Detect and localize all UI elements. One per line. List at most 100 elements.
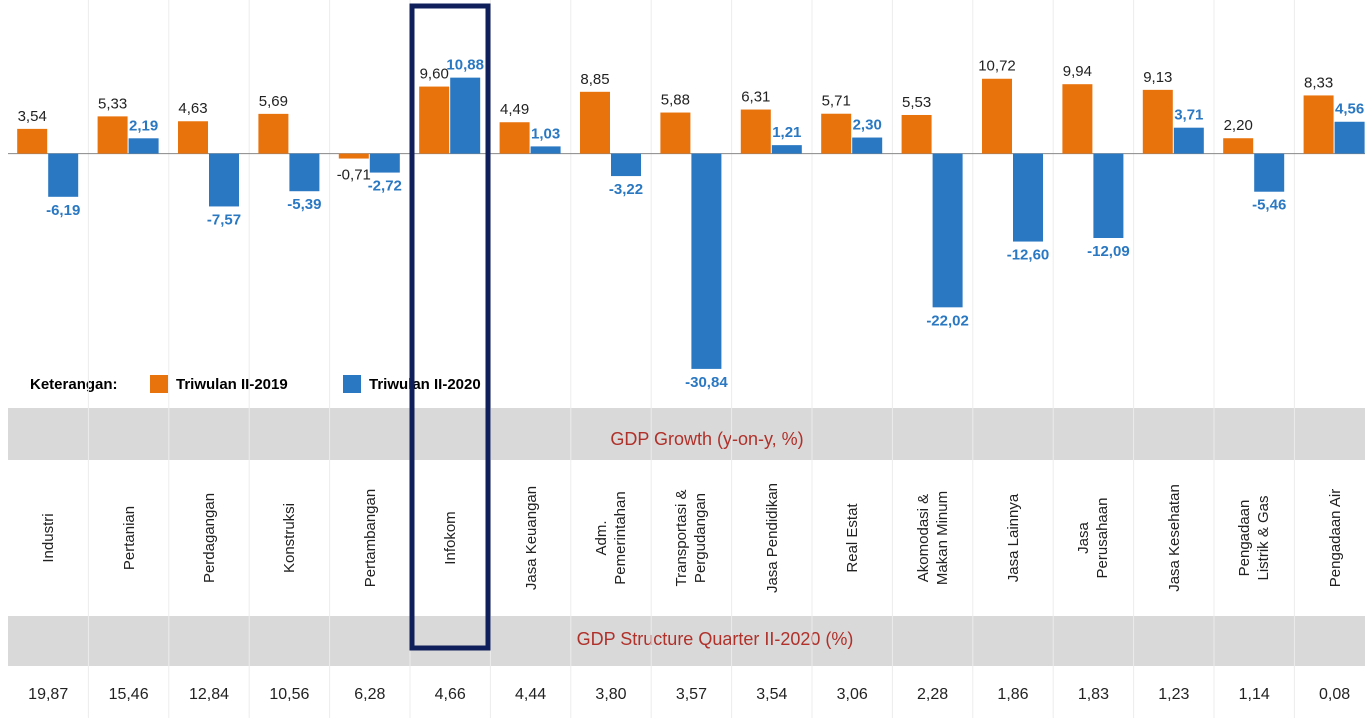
bar [450, 77, 481, 154]
data-label: -5,46 [1252, 197, 1286, 214]
structure-value: 0,08 [1319, 686, 1350, 703]
structure-value: 1,23 [1158, 686, 1189, 703]
bar [209, 153, 239, 207]
bar [660, 112, 691, 154]
bar [982, 78, 1012, 154]
data-label: 3,71 [1174, 107, 1203, 124]
legend-title: Keterangan: [30, 376, 118, 393]
bar [419, 86, 450, 154]
data-label: 5,33 [98, 95, 127, 112]
legend-label: Triwulan II-2019 [176, 376, 288, 393]
bar [1334, 121, 1365, 154]
data-label: 8,85 [580, 71, 609, 88]
data-label: -5,39 [287, 196, 321, 213]
bar [691, 153, 722, 369]
data-label: 9,94 [1063, 63, 1092, 80]
bar [901, 114, 932, 154]
bar [1142, 89, 1173, 154]
bar [1223, 138, 1254, 154]
data-label: 9,60 [420, 66, 449, 83]
category-label: Real Estat [843, 503, 861, 573]
bar [1254, 153, 1285, 192]
data-label: -22,02 [926, 312, 969, 329]
data-label: 8,33 [1304, 74, 1333, 91]
structure-value: 4,66 [435, 686, 466, 703]
bar [932, 153, 963, 308]
data-label: 4,63 [178, 100, 207, 117]
data-label: -12,60 [1007, 247, 1050, 264]
category-label: Pengadaan Air [1326, 488, 1344, 588]
bar [1013, 153, 1043, 242]
bar [258, 113, 289, 154]
bar [289, 153, 320, 192]
bar [48, 153, 79, 197]
category-label: Infokom [441, 511, 459, 565]
structure-value: 19,87 [28, 686, 68, 703]
structure-value: 3,57 [676, 686, 707, 703]
bar [1093, 153, 1124, 238]
category-label: Jasa Lainnya [1004, 493, 1022, 583]
structure-value: 1,14 [1239, 686, 1270, 703]
bar [128, 138, 159, 154]
structure-value: 1,83 [1078, 686, 1109, 703]
category-label: Transportasi & Pergudangan [673, 489, 710, 587]
category-label: Adm. Pemerintahan [593, 491, 629, 585]
growth-band [8, 408, 1365, 460]
structure-value: 3,54 [756, 686, 787, 703]
category-label: Pengadaan Listrik & Gas [1236, 495, 1273, 581]
category-label: Pertambangan [361, 488, 379, 588]
structure-value: 4,44 [515, 686, 546, 703]
growth-label: GDP Growth (y-on-y, %) [610, 429, 803, 449]
structure-value: 3,06 [837, 686, 868, 703]
highlight-box [409, 3, 491, 651]
category-label: Jasa Kesehatan [1165, 484, 1183, 592]
data-label: 2,30 [853, 117, 882, 134]
category-label: Akomodasi & Makan Minum [914, 490, 951, 586]
bar [178, 121, 208, 154]
data-label: -2,72 [368, 178, 402, 195]
bar [852, 137, 883, 154]
legend-label: Triwulan II-2020 [369, 376, 481, 393]
bar [611, 153, 641, 177]
data-label: 1,03 [531, 125, 560, 142]
data-label: 3,54 [18, 108, 47, 125]
structure-value: 3,80 [595, 686, 626, 703]
data-label: 2,20 [1224, 117, 1253, 134]
structure-value: 15,46 [109, 686, 149, 703]
category-label: Industri [39, 513, 57, 563]
data-label: 6,31 [741, 89, 770, 106]
structure-value: 10,56 [269, 686, 309, 703]
structure-value: 1,86 [997, 686, 1028, 703]
data-label: 5,69 [259, 93, 288, 110]
category-label: Jasa Keuangan [522, 485, 540, 591]
data-label: 4,49 [500, 101, 529, 118]
bar [369, 153, 400, 173]
category-label: Pertanian [120, 505, 138, 571]
bar [771, 145, 802, 154]
bar [499, 122, 530, 154]
bar [17, 128, 48, 154]
data-label: 10,88 [446, 57, 484, 74]
legend-swatch [343, 375, 361, 393]
data-label: 9,13 [1143, 69, 1172, 86]
data-label: 5,88 [661, 92, 690, 109]
data-label: -0,71 [337, 167, 371, 184]
bar [580, 91, 610, 154]
bar [1062, 84, 1093, 154]
data-label: 5,71 [822, 93, 851, 110]
category-label: Jasa Perusahaan [1075, 497, 1112, 579]
bar [338, 153, 369, 159]
category-label: Perdagangan [200, 492, 218, 584]
structure-value: 6,28 [354, 686, 385, 703]
data-label: -12,09 [1087, 243, 1130, 260]
legend-swatch [150, 375, 168, 393]
bar [821, 113, 852, 154]
bar [97, 116, 128, 154]
bar [740, 109, 771, 154]
data-label: 1,21 [772, 124, 801, 141]
category-label: Konstruksi [280, 502, 298, 574]
structure-title: GDP Structure Quarter II-2020 (%) [577, 629, 854, 649]
structure-value: 2,28 [917, 686, 948, 703]
